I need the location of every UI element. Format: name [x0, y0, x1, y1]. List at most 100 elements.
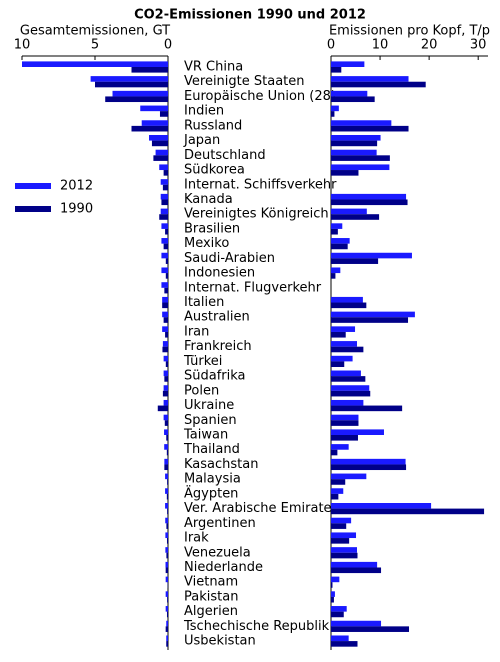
bar [166, 620, 168, 627]
bar [331, 120, 392, 126]
bar [331, 61, 365, 67]
bar [162, 341, 168, 347]
bar [165, 606, 168, 612]
bar [164, 376, 168, 382]
bar [331, 576, 340, 583]
category-label: Ver. Arabische Emirate [184, 501, 332, 516]
bar [331, 582, 333, 588]
bar [167, 479, 168, 485]
x-tick-label: 0 [164, 38, 172, 53]
bar [331, 538, 350, 544]
bar [331, 479, 346, 485]
bar [331, 355, 353, 362]
bar [160, 193, 168, 200]
bar [161, 267, 168, 274]
bar [331, 223, 343, 229]
bar [331, 170, 359, 176]
bar [331, 238, 350, 244]
bar [131, 67, 168, 73]
category-label: Italien [184, 295, 224, 310]
bar [331, 517, 352, 524]
legend-swatch [15, 206, 51, 212]
bar [163, 170, 168, 176]
bar [331, 111, 335, 117]
category-label: Brasilien [184, 221, 240, 236]
bar [131, 125, 168, 132]
bar [331, 429, 384, 435]
bar [163, 385, 168, 391]
bar [331, 311, 415, 318]
bar [159, 214, 168, 220]
category-label: Vereinigtes Königreich [184, 207, 329, 222]
bar [331, 567, 382, 574]
category-label: Venezuela [184, 545, 251, 560]
bar [331, 376, 366, 382]
bar [331, 444, 349, 450]
bar [331, 464, 407, 471]
bar [166, 523, 168, 529]
x-axis-title: Emissionen pro Kopf, T/p [329, 24, 490, 39]
bar [166, 538, 168, 544]
bar [166, 611, 168, 618]
bar [331, 149, 377, 156]
category-label: Vereinigte Staaten [184, 74, 305, 89]
category-label: Taiwan [183, 428, 228, 443]
category-label: Ägypten [184, 485, 238, 501]
bar [160, 179, 168, 185]
bar [165, 228, 168, 235]
category-label: Usbekistan [184, 634, 256, 649]
bar [164, 464, 168, 471]
bar [155, 149, 168, 156]
bar [331, 508, 485, 515]
bar [165, 488, 168, 494]
bar [331, 302, 367, 309]
bar [331, 641, 358, 647]
bar [165, 532, 168, 539]
bar [165, 517, 168, 524]
bar [161, 252, 168, 259]
bar [95, 81, 168, 88]
category-label: Spanien [184, 413, 237, 428]
bar [166, 641, 168, 647]
category-label: Japan [183, 133, 220, 148]
bar [331, 626, 410, 632]
bar [165, 361, 168, 367]
bar [162, 326, 168, 332]
x-tick-label: 10 [372, 38, 389, 53]
bar [159, 111, 168, 117]
category-label: Kanada [184, 192, 233, 207]
bar [331, 81, 426, 88]
bar [162, 311, 168, 318]
bar [331, 296, 363, 303]
category-label: Indonesien [184, 266, 255, 281]
bar [331, 243, 348, 250]
category-label: Indien [184, 104, 224, 119]
bar [331, 140, 378, 147]
category-label: Pakistan [184, 589, 238, 604]
bar [331, 473, 367, 480]
bar [331, 273, 336, 279]
bar [141, 120, 168, 126]
category-label: Argentinen [184, 516, 256, 531]
bar [331, 390, 371, 397]
bar [166, 493, 168, 500]
category-label: Thailand [183, 442, 240, 457]
bar [331, 193, 407, 200]
bar [165, 567, 168, 574]
bar [331, 326, 356, 332]
bar [164, 429, 168, 435]
bar [162, 302, 168, 309]
category-label: Vietnam [184, 575, 238, 590]
bar [165, 258, 168, 264]
chart-title: CO2-Emissionen 1990 und 2012 [134, 8, 366, 23]
category-label: Südafrika [184, 369, 246, 384]
bar [165, 331, 168, 338]
bar [22, 61, 168, 67]
category-label: Australien [184, 310, 250, 325]
bar [165, 547, 168, 553]
bar [331, 414, 359, 421]
bar [331, 135, 381, 141]
bar [165, 473, 168, 480]
bar [166, 449, 168, 456]
bar [164, 458, 168, 465]
